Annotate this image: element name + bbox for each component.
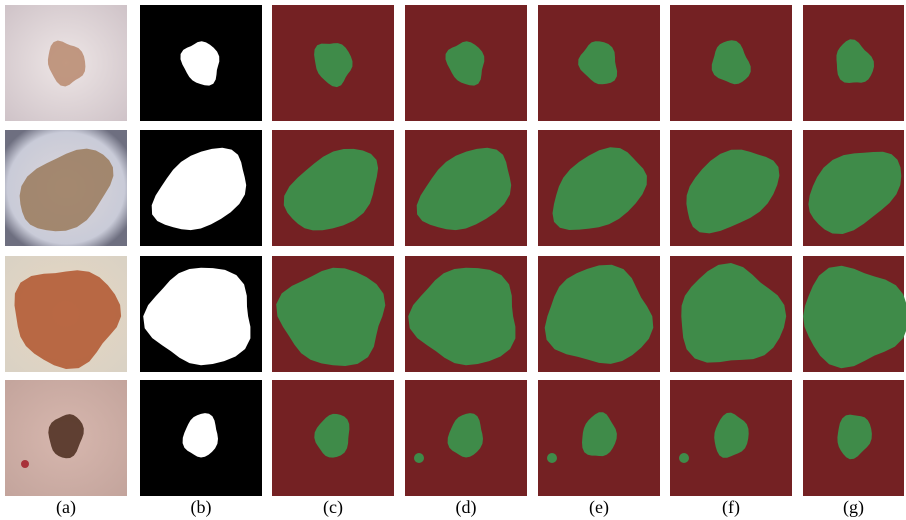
- column-label: (e): [589, 497, 609, 518]
- column-label: (c): [323, 497, 343, 518]
- false-positive: [547, 453, 557, 463]
- column-label: (b): [191, 497, 212, 518]
- column-label: (a): [56, 497, 76, 518]
- column-label: (g): [843, 497, 864, 518]
- column-label: (d): [456, 497, 477, 518]
- false-positive: [414, 453, 424, 463]
- spot: [21, 460, 29, 468]
- column-label: (f): [722, 497, 740, 518]
- false-positive: [679, 453, 689, 463]
- figure: (a) (b) (c) (d) (e) (f) (g): [0, 0, 906, 520]
